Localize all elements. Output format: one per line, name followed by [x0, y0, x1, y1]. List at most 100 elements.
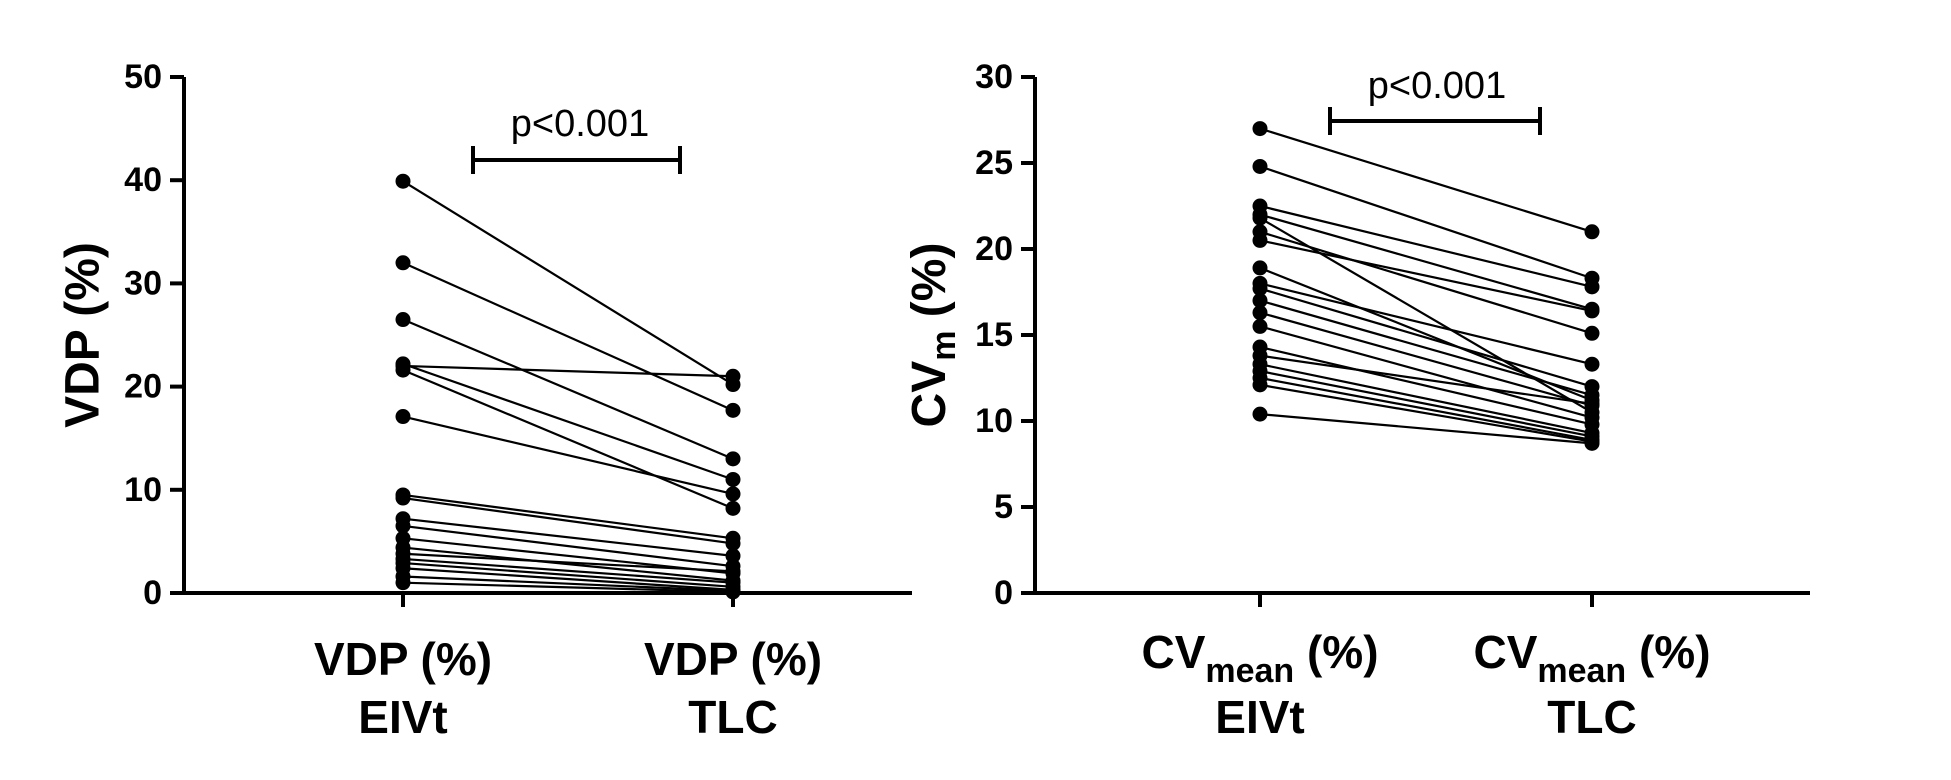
pair-line	[1259, 299, 1593, 397]
y-axis-title-subscript: m	[925, 331, 963, 361]
pair-line	[402, 180, 734, 386]
pair-line	[1259, 204, 1593, 288]
data-point-eivt	[395, 255, 411, 271]
pair-line	[402, 517, 734, 557]
data-point-tlc	[725, 584, 741, 600]
data-point-tlc	[725, 402, 741, 418]
y-tick-label: 10	[124, 471, 162, 509]
x-category-tlc: VDP (%) TLC	[644, 633, 822, 743]
y-axis-title: CVm (%)	[903, 243, 963, 428]
data-point-tlc	[1584, 435, 1600, 451]
y-tick-label: 50	[124, 58, 162, 96]
pair-line	[1259, 370, 1593, 438]
pair-line	[402, 557, 734, 584]
y-axis-title-unit: (%)	[903, 243, 956, 331]
data-point-tlc	[1584, 356, 1600, 372]
data-point-eivt	[1252, 121, 1268, 137]
pair-line	[402, 561, 734, 588]
y-tick-label: 40	[124, 161, 162, 199]
data-point-eivt	[1252, 210, 1268, 226]
pair-line	[1259, 282, 1593, 366]
x-category-label: CVmean (%)	[1141, 626, 1378, 690]
x-category-tlc: CVmean (%) TLC	[1473, 626, 1710, 743]
data-series	[395, 173, 741, 600]
pair-line	[402, 552, 734, 573]
data-point-eivt	[1252, 318, 1268, 334]
data-point-tlc	[725, 548, 741, 564]
y-axis-title-main: CV	[903, 361, 956, 428]
data-point-tlc	[725, 471, 741, 487]
y-ticks: 0 10 20 30 40 50	[124, 58, 735, 612]
pair-line	[402, 524, 734, 568]
data-point-eivt	[1252, 281, 1268, 297]
pair-line	[402, 369, 734, 510]
data-point-tlc	[1584, 279, 1600, 295]
pair-line	[402, 567, 734, 592]
data-point-tlc	[1584, 224, 1600, 240]
x-category-eivt: CVmean (%) EIVt	[1141, 626, 1378, 743]
y-tick-label: 5	[994, 488, 1013, 526]
pair-line	[1259, 363, 1593, 435]
pair-line	[402, 581, 734, 594]
data-point-eivt	[1252, 377, 1268, 393]
significance-bracket: p<0.001	[471, 103, 682, 174]
pair-line	[1259, 127, 1593, 233]
x-category-sublabel: TLC	[688, 691, 777, 743]
pair-line	[402, 364, 734, 378]
y-tick-label: 20	[124, 368, 162, 406]
y-tick-label: 30	[975, 58, 1013, 96]
data-point-eivt	[1252, 232, 1268, 248]
data-point-tlc	[1584, 396, 1600, 412]
y-tick-label: 0	[994, 574, 1013, 612]
data-point-eivt	[395, 173, 411, 189]
y-tick-label: 30	[124, 264, 162, 302]
x-category-sublabel: EIVt	[358, 691, 447, 743]
p-value-label: p<0.001	[511, 103, 649, 145]
pair-line	[402, 496, 734, 545]
data-point-eivt	[1252, 293, 1268, 309]
data-point-tlc	[725, 535, 741, 551]
pair-line	[402, 546, 734, 582]
y-tick-label: 25	[975, 144, 1013, 182]
data-point-eivt	[395, 358, 411, 374]
pair-line	[1259, 345, 1593, 426]
y-ticks: 0 5 10 15 20 25 30	[975, 58, 1594, 612]
x-category-label-main: CV	[1141, 626, 1205, 678]
pair-line	[402, 415, 734, 495]
data-point-eivt	[395, 409, 411, 425]
pair-line	[1259, 413, 1593, 445]
y-tick-label: 10	[975, 402, 1013, 440]
x-category-label: CVmean (%)	[1473, 626, 1710, 690]
significance-bracket: p<0.001	[1328, 65, 1542, 135]
y-tick-label: 15	[975, 316, 1013, 354]
data-point-eivt	[395, 575, 411, 591]
data-point-eivt	[1252, 260, 1268, 276]
data-point-eivt	[1252, 305, 1268, 321]
y-axis-title: VDP (%)	[57, 242, 110, 428]
pair-line	[1259, 311, 1593, 407]
data-point-tlc	[725, 368, 741, 384]
x-category-sublabel: EIVt	[1215, 691, 1304, 743]
pair-line	[402, 261, 734, 412]
pair-line	[1259, 325, 1593, 419]
data-point-eivt	[395, 518, 411, 534]
pair-line	[402, 362, 734, 481]
pair-line	[1259, 213, 1593, 311]
x-category-label-subscript: mean	[1537, 652, 1626, 690]
pair-line	[1259, 376, 1593, 442]
pair-line	[402, 575, 734, 593]
p-value-label: p<0.001	[1368, 65, 1506, 107]
pair-line	[1259, 239, 1593, 312]
data-point-tlc	[1584, 303, 1600, 319]
y-tick-label: 0	[143, 574, 162, 612]
pair-line	[1259, 165, 1593, 280]
data-point-tlc	[725, 500, 741, 516]
x-category-sublabel: TLC	[1547, 691, 1636, 743]
pair-line	[1259, 383, 1593, 443]
x-category-label-unit: (%)	[1294, 626, 1378, 678]
data-point-eivt	[395, 312, 411, 328]
pair-line	[1259, 287, 1593, 388]
x-category-label-unit: (%)	[1626, 626, 1710, 678]
pair-line	[402, 493, 734, 540]
